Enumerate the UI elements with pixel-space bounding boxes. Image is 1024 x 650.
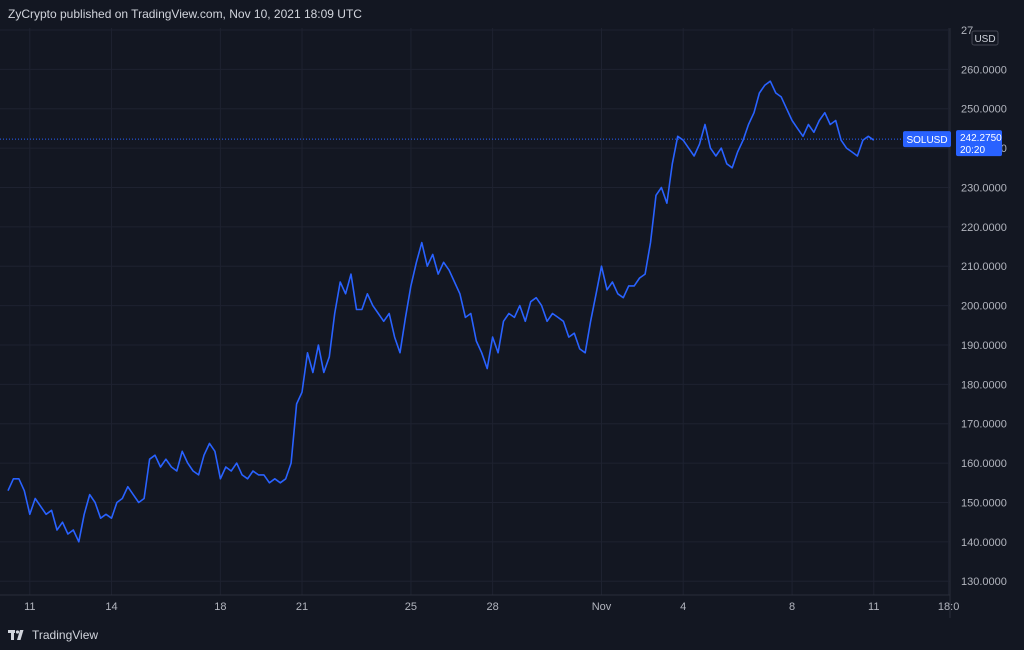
tradingview-logo-icon	[8, 630, 24, 640]
y-tick-label: 260.0000	[961, 64, 1007, 76]
y-tick-label: 200.0000	[961, 301, 1007, 313]
x-tick-label: 11	[868, 601, 879, 613]
x-tick-label: 21	[296, 601, 308, 613]
price-tag-value: 242.2750	[960, 133, 1002, 144]
y-axis-labels: 27260.0000250.0000240.0000230.0000220.00…	[961, 25, 1007, 588]
y-tick-label: 27	[961, 25, 973, 37]
y-tick-label: 130.0000	[961, 576, 1007, 588]
y-tick-label: 180.0000	[961, 379, 1007, 391]
chart-grid	[0, 28, 950, 595]
y-tick-label: 140.0000	[961, 537, 1007, 549]
series-layer	[7, 80, 875, 543]
y-tick-label: 190.0000	[961, 340, 1007, 352]
y-tick-label: 160.0000	[961, 458, 1007, 470]
x-axis-labels: 11 14 18 21 25 28 Nov 4 8 11 18:0	[24, 601, 959, 613]
y-tick-label: 250.0000	[961, 104, 1007, 116]
x-tick-label: Nov	[592, 601, 612, 613]
symbol-tag	[903, 131, 951, 148]
x-tick-label: 18	[214, 601, 226, 613]
x-tick-label: 11	[24, 601, 35, 613]
tradingview-branding[interactable]: TradingView	[8, 626, 98, 644]
x-tick-label: 4	[680, 601, 686, 613]
x-tick-label: 28	[486, 601, 498, 613]
publisher-line: ZyCrypto published on TradingView.com, N…	[8, 7, 362, 21]
x-tick-label: 25	[405, 601, 417, 613]
last-price-tag: SOLUSD 242.2750 20:20	[903, 130, 1002, 157]
y-tick-label: 220.0000	[961, 222, 1007, 234]
x-tick-label: 8	[789, 601, 795, 613]
y-tick-label: 210.0000	[961, 261, 1007, 273]
currency-badge[interactable]: USD	[971, 30, 999, 46]
price-tag	[956, 130, 1002, 157]
price-line	[7, 80, 875, 543]
price-tag-countdown: 20:20	[960, 145, 985, 156]
y-tick-label: 150.0000	[961, 497, 1007, 509]
x-tick-label: 18:0	[938, 601, 959, 613]
x-tick-label: 14	[105, 601, 117, 613]
currency-badge-label: USD	[974, 34, 995, 45]
symbol-tag-label: SOLUSD	[906, 135, 947, 146]
tradingview-brand-label: TradingView	[32, 628, 99, 642]
y-tick-label: 170.0000	[961, 419, 1007, 431]
y-tick-label: 230.0000	[961, 182, 1007, 194]
